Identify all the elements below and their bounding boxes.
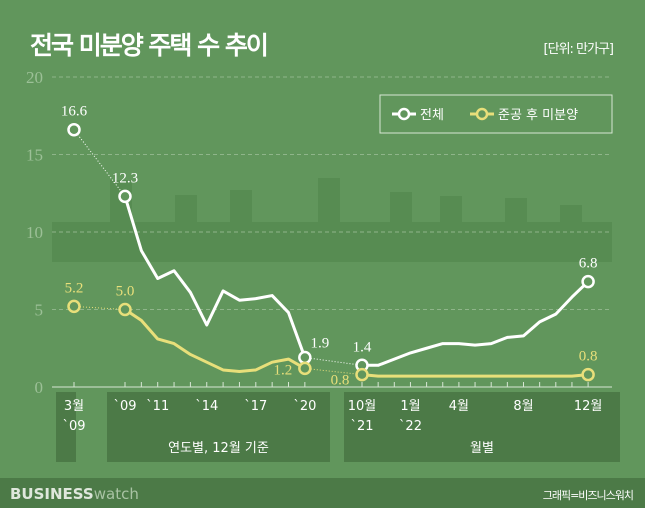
completed-marker	[298, 361, 312, 376]
x-tick-label: 12월	[574, 399, 603, 414]
x-group-panel	[107, 392, 330, 462]
skyline-building	[505, 198, 527, 222]
x-group-label: 연도별, 12월 기준	[168, 441, 269, 456]
total-data-label: 6.8	[579, 256, 598, 272]
x-tick-label: 3월	[64, 399, 84, 414]
x-tick-label: `14	[195, 399, 218, 414]
y-tick-label: 15	[26, 146, 43, 165]
legend-swatch-marker	[475, 107, 489, 121]
total-line	[362, 280, 590, 367]
completed-data-label: 0.8	[579, 349, 598, 365]
completed-line	[361, 373, 589, 378]
x-group-panel	[344, 392, 620, 462]
chart: 0 5 10 15 20 연도별, 12월 기준 월별 3월 `09 `09 `11 `14 `17 `2…	[26, 68, 620, 462]
x-tick-label: `20	[293, 399, 316, 414]
skyline-building	[318, 178, 340, 222]
x-tick-label: 1월	[400, 399, 420, 414]
total-connector	[73, 129, 126, 197]
brand-light: watch	[93, 485, 139, 503]
x-tick-label: 10월	[348, 399, 377, 414]
chart-title: 전국 미분양 주택 수 추이	[30, 31, 269, 60]
x-group-panel	[56, 392, 76, 462]
total-marker	[581, 274, 595, 289]
legend-label: 전체	[420, 108, 444, 123]
skyline-building	[560, 205, 582, 222]
y-tick-label: 5	[35, 301, 44, 320]
total-data-label: 12.3	[112, 170, 138, 186]
total-marker	[67, 122, 81, 137]
credit: 그래픽=비즈니스워치	[542, 489, 634, 502]
skyline-building	[390, 192, 412, 222]
legend-label: 준공 후 미분양	[498, 108, 578, 123]
completed-data-label: 5.2	[65, 280, 84, 296]
x-tick-sublabel: `21	[350, 419, 373, 434]
total-data-label: 1.4	[353, 339, 372, 355]
x-tick-label: 8월	[513, 399, 533, 414]
total-connector	[304, 357, 363, 366]
unit-label: [단위: 만가구]	[543, 42, 614, 57]
x-tick-sublabel: `22	[399, 419, 422, 434]
brand-logo: BUSINESSwatch	[10, 485, 139, 503]
skyline-building	[175, 195, 197, 222]
completed-marker	[67, 299, 81, 314]
completed-connector	[304, 367, 363, 376]
footer: BUSINESSwatch 그래픽=비즈니스워치	[0, 478, 645, 508]
completed-marker	[118, 302, 132, 317]
skyline-building	[440, 196, 462, 222]
legend-swatch-marker	[397, 107, 411, 121]
x-tick-label: 4월	[449, 399, 469, 414]
completed-line	[124, 308, 306, 373]
legend-box	[379, 94, 613, 134]
x-tick-label: `17	[244, 399, 267, 414]
completed-data-label: 1.2	[273, 362, 292, 378]
completed-connector	[73, 305, 126, 310]
x-tick-label: `11	[146, 399, 169, 414]
x-tick-sublabel: `09	[62, 419, 85, 434]
y-tick-label: 20	[26, 68, 43, 87]
total-marker	[298, 350, 312, 365]
y-tick-label: 10	[26, 223, 43, 242]
total-data-label: 1.9	[310, 336, 329, 352]
skyline-building	[230, 190, 252, 222]
y-tick-label: 0	[35, 378, 44, 397]
total-line	[123, 195, 307, 359]
completed-data-label: 0.8	[331, 373, 350, 389]
completed-marker	[581, 367, 595, 382]
x-group-label: 월별	[470, 441, 494, 456]
completed-data-label: 5.0	[116, 284, 135, 300]
brand-bold: BUSINESS	[10, 485, 94, 503]
x-tick-label: `09	[113, 399, 136, 414]
total-data-label: 16.6	[61, 104, 88, 120]
completed-marker	[355, 367, 369, 382]
total-marker	[118, 189, 132, 204]
